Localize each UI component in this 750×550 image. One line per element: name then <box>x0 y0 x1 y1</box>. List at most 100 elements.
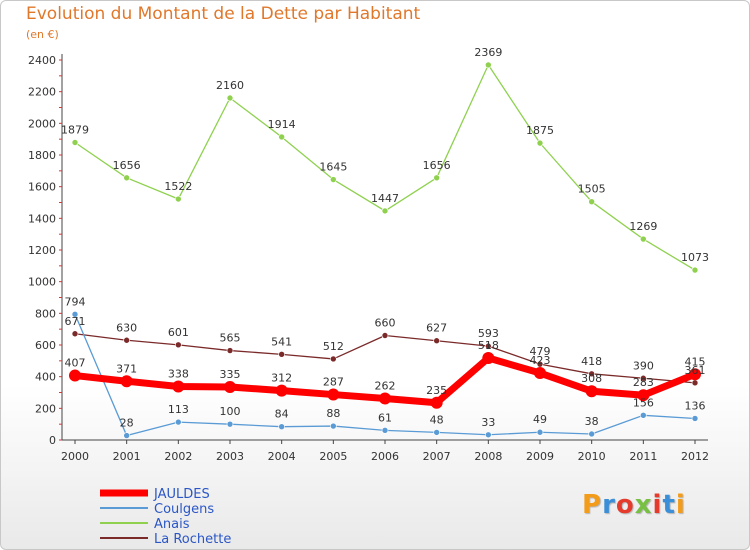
data-point <box>224 380 236 393</box>
x-tick-label: 2008 <box>474 450 502 463</box>
data-point <box>175 195 182 203</box>
x-tick-label: 2001 <box>113 450 141 463</box>
logo-letter: P <box>582 490 603 520</box>
chart-title: Evolution du Montant de la Dette par Hab… <box>26 4 421 24</box>
data-label: 113 <box>168 403 189 416</box>
y-tick-label: 800 <box>35 307 56 320</box>
data-label: 1645 <box>319 161 347 174</box>
data-point <box>71 330 79 338</box>
data-label: 518 <box>478 339 499 352</box>
data-point <box>640 235 647 243</box>
data-point <box>485 431 492 439</box>
data-label: 541 <box>271 335 292 348</box>
data-label: 371 <box>116 362 137 375</box>
data-label: 593 <box>478 327 499 340</box>
data-point <box>175 418 182 426</box>
x-tick-label: 2000 <box>61 450 89 463</box>
data-point <box>640 374 647 382</box>
data-point <box>536 139 544 147</box>
data-point <box>175 341 182 349</box>
data-label: 1875 <box>526 124 554 137</box>
x-tick-label: 2007 <box>423 450 451 463</box>
data-point <box>226 94 234 102</box>
data-point <box>430 396 443 409</box>
data-point <box>120 375 133 388</box>
legend-label: La Rochette <box>154 532 231 547</box>
data-label: 423 <box>530 354 551 367</box>
y-tick-label: 200 <box>35 402 56 415</box>
data-label: 627 <box>426 322 447 335</box>
y-tick-label: 1400 <box>28 212 56 225</box>
data-label: 1073 <box>681 251 709 264</box>
data-point <box>379 392 391 405</box>
data-point <box>433 337 440 345</box>
x-tick-label: 2005 <box>319 450 347 463</box>
data-point <box>381 207 389 215</box>
data-label: 287 <box>323 376 344 389</box>
data-point <box>433 429 440 436</box>
data-label: 283 <box>633 376 654 389</box>
data-point <box>381 427 389 434</box>
data-point <box>330 355 337 363</box>
y-tick-label: 600 <box>35 339 56 352</box>
data-label: 308 <box>581 372 602 385</box>
data-point <box>691 415 699 422</box>
data-label: 660 <box>375 317 396 330</box>
y-tick-label: 400 <box>35 371 56 384</box>
data-point <box>123 336 130 344</box>
data-label: 84 <box>275 408 289 421</box>
y-tick-label: 2400 <box>28 54 56 67</box>
x-tick-label: 2003 <box>216 450 244 463</box>
data-label: 415 <box>685 355 706 368</box>
data-point <box>588 198 595 206</box>
data-point <box>485 342 492 350</box>
data-label: 235 <box>426 384 447 397</box>
x-tick-label: 2010 <box>578 450 606 463</box>
data-point <box>482 351 495 364</box>
data-label: 136 <box>685 399 706 412</box>
data-point <box>330 176 337 183</box>
data-label: 1879 <box>61 123 89 136</box>
data-label: 407 <box>65 357 86 370</box>
data-point <box>691 379 699 387</box>
data-point <box>433 174 440 182</box>
data-point <box>536 428 544 436</box>
data-point <box>71 310 79 318</box>
data-label: 1656 <box>423 159 451 172</box>
data-point <box>640 411 647 419</box>
data-label: 630 <box>116 321 137 334</box>
data-label: 1656 <box>113 159 141 172</box>
data-label: 1505 <box>578 183 606 196</box>
data-point <box>381 332 389 339</box>
logo-letter: i <box>652 490 663 520</box>
logo-letter: x <box>634 490 653 520</box>
data-label: 262 <box>375 380 396 393</box>
y-tick-label: 2200 <box>28 86 56 99</box>
y-tick-label: 1200 <box>28 244 56 257</box>
data-label: 338 <box>168 367 189 380</box>
data-label: 479 <box>530 345 551 358</box>
data-point <box>226 347 234 354</box>
data-label: 88 <box>326 407 340 420</box>
data-point <box>71 139 79 146</box>
chart-subtitle: (en €) <box>26 28 59 41</box>
data-point <box>278 133 285 141</box>
legend-label: Anais <box>154 517 190 532</box>
x-tick-label: 2011 <box>629 450 657 463</box>
data-label: 601 <box>168 326 189 339</box>
data-label: 418 <box>581 355 602 368</box>
data-label: 61 <box>378 411 392 424</box>
y-tick-label: 1800 <box>28 149 56 162</box>
x-tick-label: 2009 <box>526 450 554 463</box>
data-label: 1522 <box>164 180 192 193</box>
data-label: 390 <box>633 359 654 372</box>
data-point <box>330 422 337 430</box>
data-label: 794 <box>65 295 86 308</box>
data-label: 48 <box>430 413 444 426</box>
data-point <box>534 367 546 380</box>
data-label: 49 <box>533 413 547 426</box>
data-label: 38 <box>585 415 599 428</box>
logo-letter: r <box>602 490 616 520</box>
data-point <box>689 368 701 381</box>
